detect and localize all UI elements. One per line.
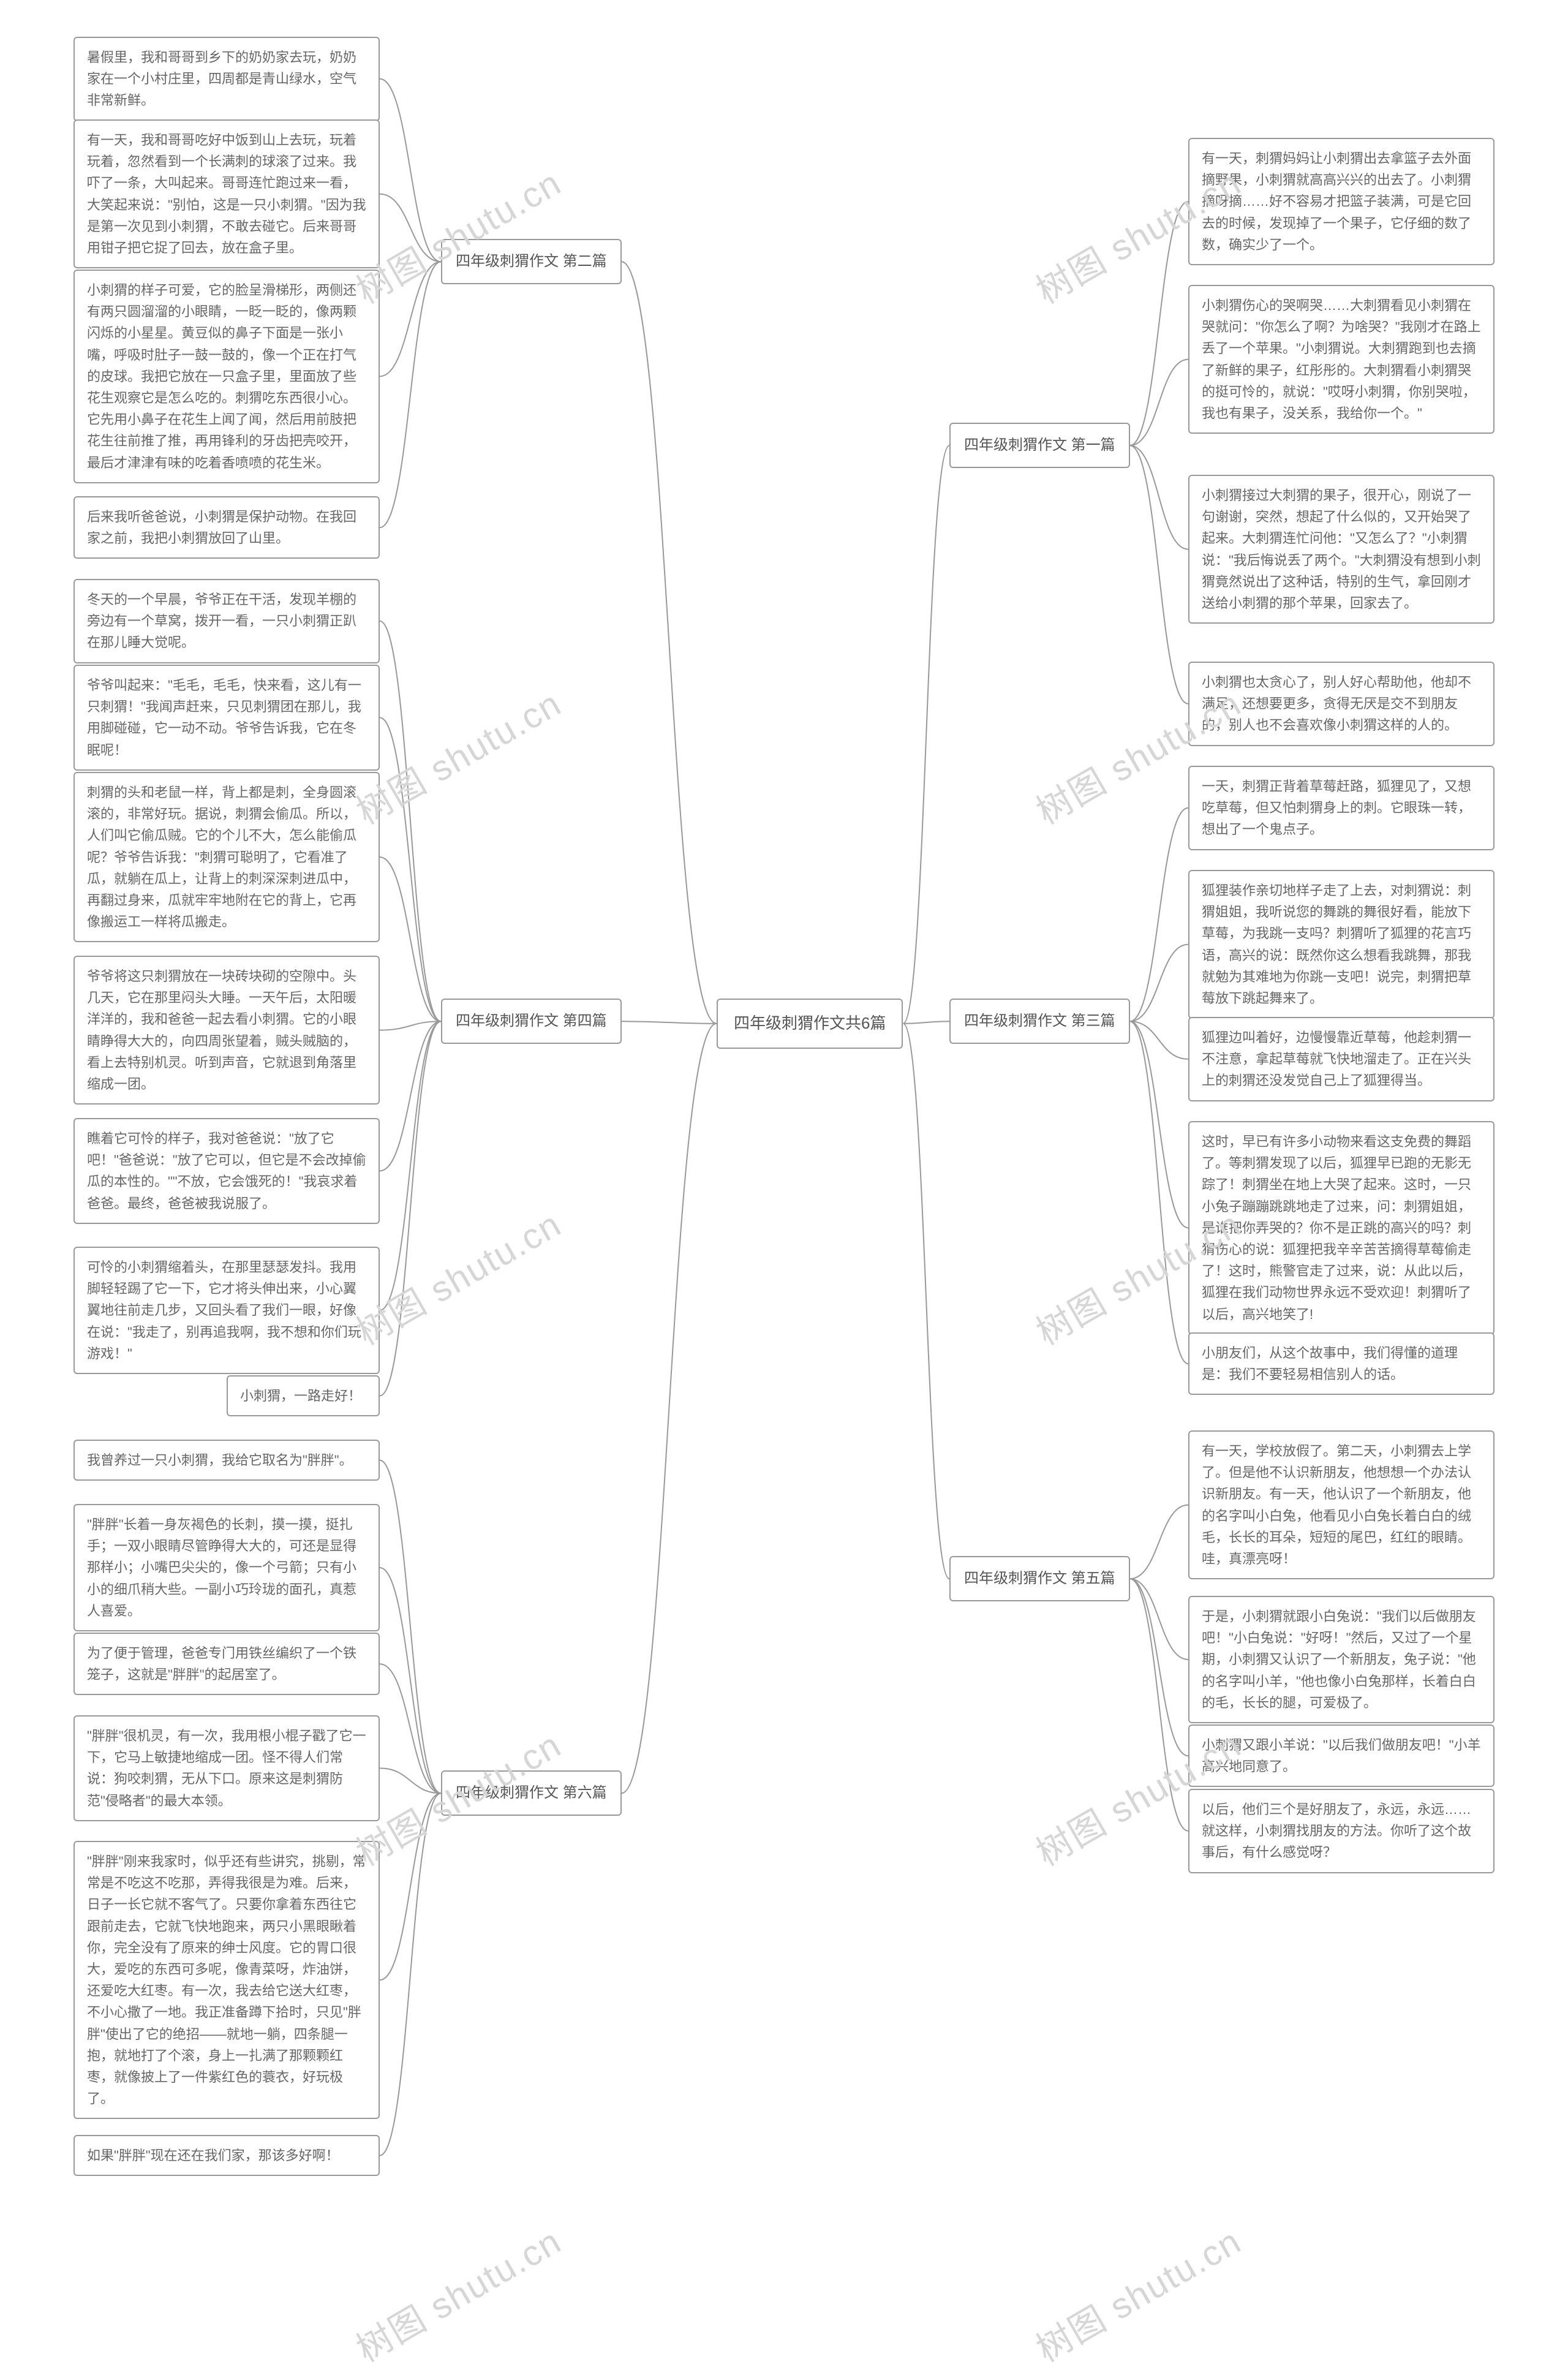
- leaf-s2-4: 后来我听爸爸说，小刺猬是保护动物。在我回家之前，我把小刺猬放回了山里。: [74, 496, 380, 559]
- section-4: 四年级刺猬作文 第四篇: [441, 999, 622, 1044]
- leaf-s6-5: "胖胖"刚来我家时，似乎还有些讲究，挑剔，常常是不吃这不吃那，弄得我很是为难。后…: [74, 1841, 380, 2119]
- leaf-s4-6: 可怜的小刺猬缩着头，在那里瑟瑟发抖。我用脚轻轻踢了它一下，它才将头伸出来，小心翼…: [74, 1247, 380, 1374]
- leaf-s2-3: 小刺猬的样子可爱，它的脸呈滑梯形，两侧还有两只圆溜溜的小眼睛，一眨一眨的，像两颗…: [74, 270, 380, 483]
- section-1: 四年级刺猬作文 第一篇: [949, 423, 1130, 468]
- leaf-s3-1: 一天，刺猬正背着草莓赶路，狐狸见了，又想吃草莓，但又怕刺猬身上的刺。它眼珠一转，…: [1188, 766, 1494, 850]
- leaf-s3-5: 小朋友们，从这个故事中，我们得懂的道理是：我们不要轻易相信别人的话。: [1188, 1332, 1494, 1395]
- leaf-s4-2: 爷爷叫起来："毛毛，毛毛，快来看，这儿有一只刺猬！"我闻声赶来，只见刺猬团在那儿…: [74, 665, 380, 771]
- leaf-s4-3: 刺猬的头和老鼠一样，背上都是刺，全身圆滚滚的，非常好玩。据说，刺猬会偷瓜。所以，…: [74, 772, 380, 942]
- leaf-s4-4: 爷爷将这只刺猬放在一块砖块砌的空隙中。头几天，它在那里闷头大睡。一天午后，太阳暖…: [74, 956, 380, 1105]
- leaf-s6-2: "胖胖"长着一身灰褐色的长刺，摸一摸，挺扎手；一双小眼睛尽管睁得大大的，可还是显…: [74, 1504, 380, 1631]
- leaf-s1-4: 小刺猬也太贪心了，别人好心帮助他，他却不满足，还想要更多，贪得无厌是交不到朋友的…: [1188, 662, 1494, 746]
- leaf-s3-4: 这时，早已有许多小动物来看这支免费的舞蹈了。等刺猬发现了以后，狐狸早已跑的无影无…: [1188, 1121, 1494, 1335]
- leaf-s4-1: 冬天的一个早晨，爷爷正在干活，发现羊棚的旁边有一个草窝，拨开一看，一只小刺猬正趴…: [74, 579, 380, 663]
- leaf-s6-3: 为了便于管理，爸爸专门用铁丝编织了一个铁笼子，这就是"胖胖"的起居室了。: [74, 1633, 380, 1695]
- leaf-s4-7: 小刺猬，一路走好！: [227, 1375, 380, 1416]
- leaf-s1-3: 小刺猬接过大刺猬的果子，很开心，刚说了一句谢谢，突然，想起了什么似的，又开始哭了…: [1188, 475, 1494, 624]
- leaf-s1-1: 有一天，刺猬妈妈让小刺猬出去拿篮子去外面摘野果，小刺猬就高高兴兴的出去了。小刺猬…: [1188, 138, 1494, 265]
- leaf-s1-2: 小刺猬伤心的哭啊哭……大刺猬看见小刺猬在哭就问："你怎么了啊？为啥哭？"我刚才在…: [1188, 285, 1494, 434]
- leaf-s6-6: 如果"胖胖"现在还在我们家，那该多好啊！: [74, 2135, 380, 2176]
- leaf-s6-1: 我曾养过一只小刺猬，我给它取名为"胖胖"。: [74, 1440, 380, 1481]
- leaf-s3-2: 狐狸装作亲切地样子走了上去，对刺猬说：刺猬姐姐，我听说您的舞跳的舞很好看，能放下…: [1188, 870, 1494, 1019]
- section-5: 四年级刺猬作文 第五篇: [949, 1556, 1130, 1601]
- leaf-s3-3: 狐狸边叫着好，边慢慢靠近草莓，他趁刺猬一不注意，拿起草莓就飞快地溜走了。正在兴头…: [1188, 1017, 1494, 1101]
- leaf-s6-4: "胖胖"很机灵，有一次，我用根小棍子戳了它一下，它马上敏捷地缩成一团。怪不得人们…: [74, 1715, 380, 1821]
- leaf-s5-4: 以后，他们三个是好朋友了，永远，永远……就这样，小刺猬找朋友的方法。你听了这个故…: [1188, 1789, 1494, 1873]
- section-3: 四年级刺猬作文 第三篇: [949, 999, 1130, 1044]
- leaf-s5-2: 于是，小刺猬就跟小白兔说："我们以后做朋友吧！"小白兔说："好呀！"然后，又过了…: [1188, 1596, 1494, 1723]
- section-2: 四年级刺猬作文 第二篇: [441, 239, 622, 284]
- leaf-s4-5: 瞧着它可怜的样子，我对爸爸说："放了它吧！"爸爸说："放了它可以，但它是不会改掉…: [74, 1118, 380, 1224]
- leaf-s2-2: 有一天，我和哥哥吃好中饭到山上去玩，玩着玩着，忽然看到一个长满刺的球滚了过来。我…: [74, 119, 380, 268]
- leaf-s5-1: 有一天，学校放假了。第二天，小刺猬去上学了。但是他不认识新朋友，他想想一个办法认…: [1188, 1430, 1494, 1579]
- root-node: 四年级刺猬作文共6篇: [717, 999, 903, 1049]
- leaf-s5-3: 小刺猬又跟小羊说："以后我们做朋友吧！"小羊高兴地同意了。: [1188, 1724, 1494, 1787]
- section-6: 四年级刺猬作文 第六篇: [441, 1770, 622, 1816]
- leaf-s2-1: 暑假里，我和哥哥到乡下的奶奶家去玩，奶奶家在一个小村庄里，四周都是青山绿水，空气…: [74, 37, 380, 121]
